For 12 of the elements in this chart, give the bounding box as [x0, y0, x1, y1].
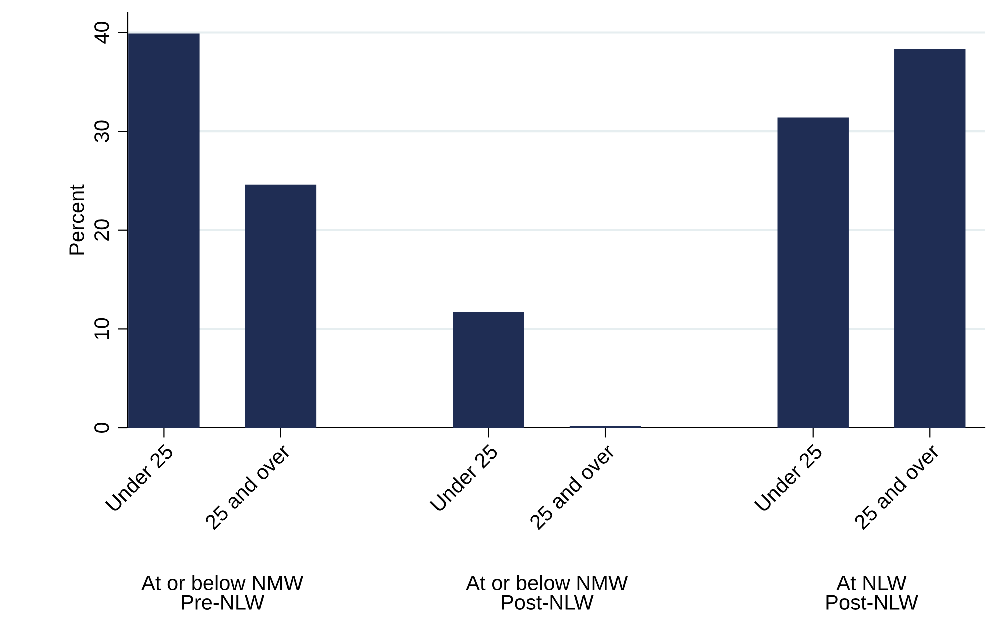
y-tick-label: 20 [94, 220, 110, 241]
y-tick-label: 30 [94, 120, 110, 142]
text: At or below NMW Pre-NLW [142, 575, 304, 610]
x-tick-label: 25 and over [204, 442, 292, 530]
y-axis-title: Percent [70, 184, 84, 255]
x-tick-label: 25 and over [853, 442, 941, 530]
text: At or below NMW Post-NLW [466, 575, 628, 610]
y-tick-label: 0 [94, 423, 110, 433]
x-tick-label: 25 and over [528, 442, 616, 530]
y-tick-label: 10 [94, 318, 110, 340]
text: At NLW Post-NLW [826, 576, 918, 610]
y-tick-label: 40 [94, 22, 110, 44]
